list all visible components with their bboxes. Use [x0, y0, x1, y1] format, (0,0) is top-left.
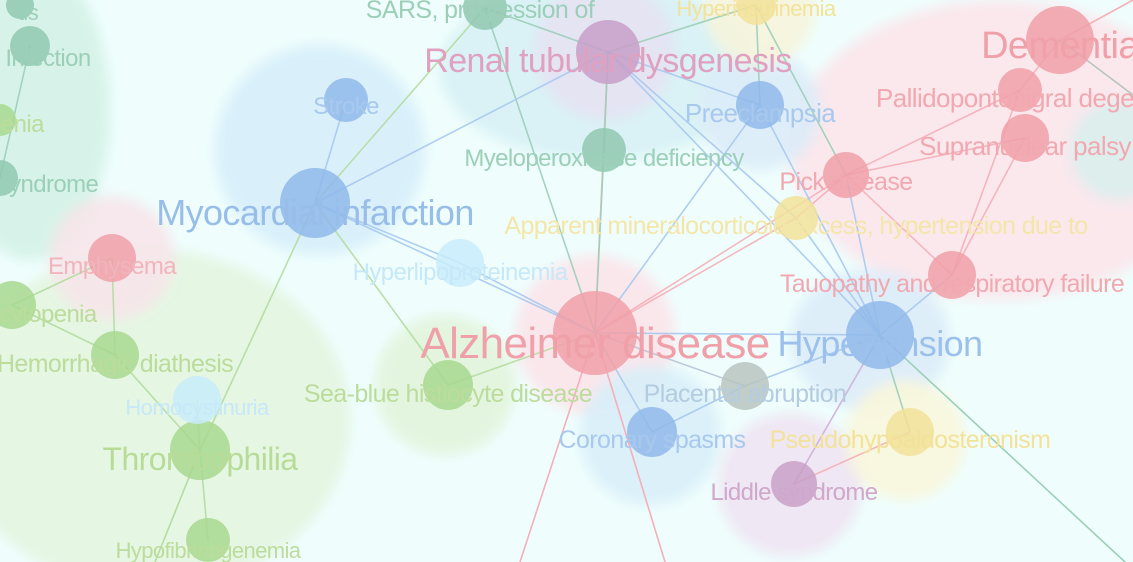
node-label-apparent-mineralocorticoid-excess[interactable]: Apparent mineralocorticoid excess, hyper… [504, 212, 1088, 240]
node-n23[interactable] [173, 376, 221, 424]
edge-52 [879, 334, 1126, 562]
node-n21[interactable] [886, 408, 934, 456]
node-label-pseudohypoaldosteronism[interactable]: Pseudohypoaldosteronism [770, 426, 1051, 454]
edge-30 [845, 137, 1026, 176]
node-n25[interactable] [463, 0, 507, 30]
node-n15[interactable] [436, 239, 484, 287]
node-label-myeloperoxidase-deficiency[interactable]: Myeloperoxidase deficiency [464, 145, 744, 172]
node-label-cytopenia[interactable]: cytopenia [0, 301, 99, 328]
node-n19[interactable] [721, 362, 769, 410]
edge-19 [759, 104, 881, 336]
node-label-hypofibrinogenemia[interactable]: Hypofibrinogenemia [116, 538, 303, 562]
edge-49 [755, 4, 847, 176]
node-label-sars-progression[interactable]: SARS, progression of [366, 0, 596, 24]
node-n26[interactable] [736, 0, 776, 25]
node-label-pallidopontonigral-degeneration[interactable]: Pallidopontonigral degeneration [876, 83, 1133, 113]
node-n1[interactable] [553, 291, 637, 375]
node-n27[interactable] [10, 26, 50, 66]
edge-28 [607, 51, 797, 219]
node-label-placental-abruption[interactable]: Placental abruption [644, 380, 847, 408]
node-label-stroke[interactable]: Stroke [313, 93, 380, 120]
node-n9[interactable] [582, 128, 626, 172]
cluster-halo-dementia [790, 0, 1133, 300]
cluster-halo-myocardial [215, 45, 425, 255]
node-n3[interactable] [280, 168, 350, 238]
node-label-dementia[interactable]: Dementia [981, 25, 1133, 67]
node-label-tauopathy-and-respiratory-failure[interactable]: Tauopathy and respiratory failure [780, 270, 1125, 298]
node-label-coronary-spasms[interactable]: Coronary spasms [559, 426, 747, 454]
edge-14 [314, 51, 609, 204]
node-n31[interactable] [6, 0, 34, 19]
node-n28[interactable] [0, 160, 18, 196]
cluster-halo-hyperinsulinemia [705, 0, 815, 65]
node-n24[interactable] [186, 518, 230, 562]
node-label-hyperlipoproteinemia[interactable]: Hyperlipoproteinemia [353, 259, 570, 286]
node-label-pick-disease[interactable]: Pick disease [779, 168, 913, 196]
node-label-liddle-syndrome[interactable]: Liddle syndrome [710, 479, 878, 506]
node-n11[interactable] [998, 68, 1042, 112]
node-n7[interactable] [324, 78, 368, 122]
node-n29[interactable] [0, 104, 16, 136]
node-n20[interactable] [627, 407, 677, 457]
edge-15 [314, 202, 449, 386]
node-n30[interactable] [0, 281, 36, 329]
node-n12[interactable] [1001, 114, 1049, 162]
node-n22[interactable] [771, 461, 817, 507]
node-label-alzheimer-disease[interactable]: Alzheimer disease [420, 319, 770, 368]
edge-34 [845, 174, 953, 276]
node-n10[interactable] [823, 152, 869, 198]
edge-29 [845, 89, 1021, 176]
node-label-emphysema[interactable]: Emphysema [48, 253, 178, 280]
node-n6[interactable] [170, 420, 230, 480]
node-label-renal-tubular-dysgenesis[interactable]: Renal tubular dysgenesis [424, 42, 792, 80]
node-n5[interactable] [1026, 6, 1094, 74]
node-n14[interactable] [928, 251, 976, 299]
node-label-syndrome[interactable]: syndrome [0, 171, 99, 198]
node-label-penia[interactable]: penia [0, 111, 46, 138]
node-label-supranuclear-palsy[interactable]: Supranuclear palsy [919, 131, 1132, 161]
nodes [0, 0, 1094, 562]
node-label-myocardial-infarction[interactable]: Myocardial infarction [156, 192, 474, 233]
cluster-halo-right-teal [1070, 100, 1133, 200]
node-n2[interactable] [846, 301, 914, 369]
node-label-thrombophilia[interactable]: Thrombophilia [103, 441, 299, 477]
edge-18 [314, 7, 486, 204]
node-label-infection[interactable]: Infection [5, 45, 91, 72]
node-n16[interactable] [88, 234, 136, 282]
node-n8[interactable] [736, 81, 784, 129]
edge-47 [607, 51, 881, 336]
node-label-hypertension[interactable]: Hypertension [778, 323, 984, 364]
node-label-hyperinsulinemia[interactable]: Hyperinsulinemia [676, 0, 837, 21]
node-n17[interactable] [91, 331, 139, 379]
edge-11 [484, 7, 596, 334]
node-label-preeclampsia[interactable]: Preeclampsia [685, 98, 837, 128]
edge-1 [594, 332, 881, 336]
edge-32 [951, 137, 1026, 276]
node-n4[interactable] [576, 20, 640, 84]
node-label-hemorrhagic-diathesis[interactable]: Hemorrhagic diathesis [0, 350, 234, 378]
node-label-homocystinuria[interactable]: Homocystinuria [125, 395, 270, 420]
node-label-tis[interactable]: tis [18, 0, 39, 25]
edge-12 [594, 104, 761, 334]
node-n18[interactable] [423, 360, 473, 410]
node-label-sea-blue-histiocyte-disease[interactable]: Sea-blue histiocyte disease [304, 380, 593, 408]
node-n13[interactable] [774, 196, 818, 240]
edge-44 [0, 45, 31, 179]
